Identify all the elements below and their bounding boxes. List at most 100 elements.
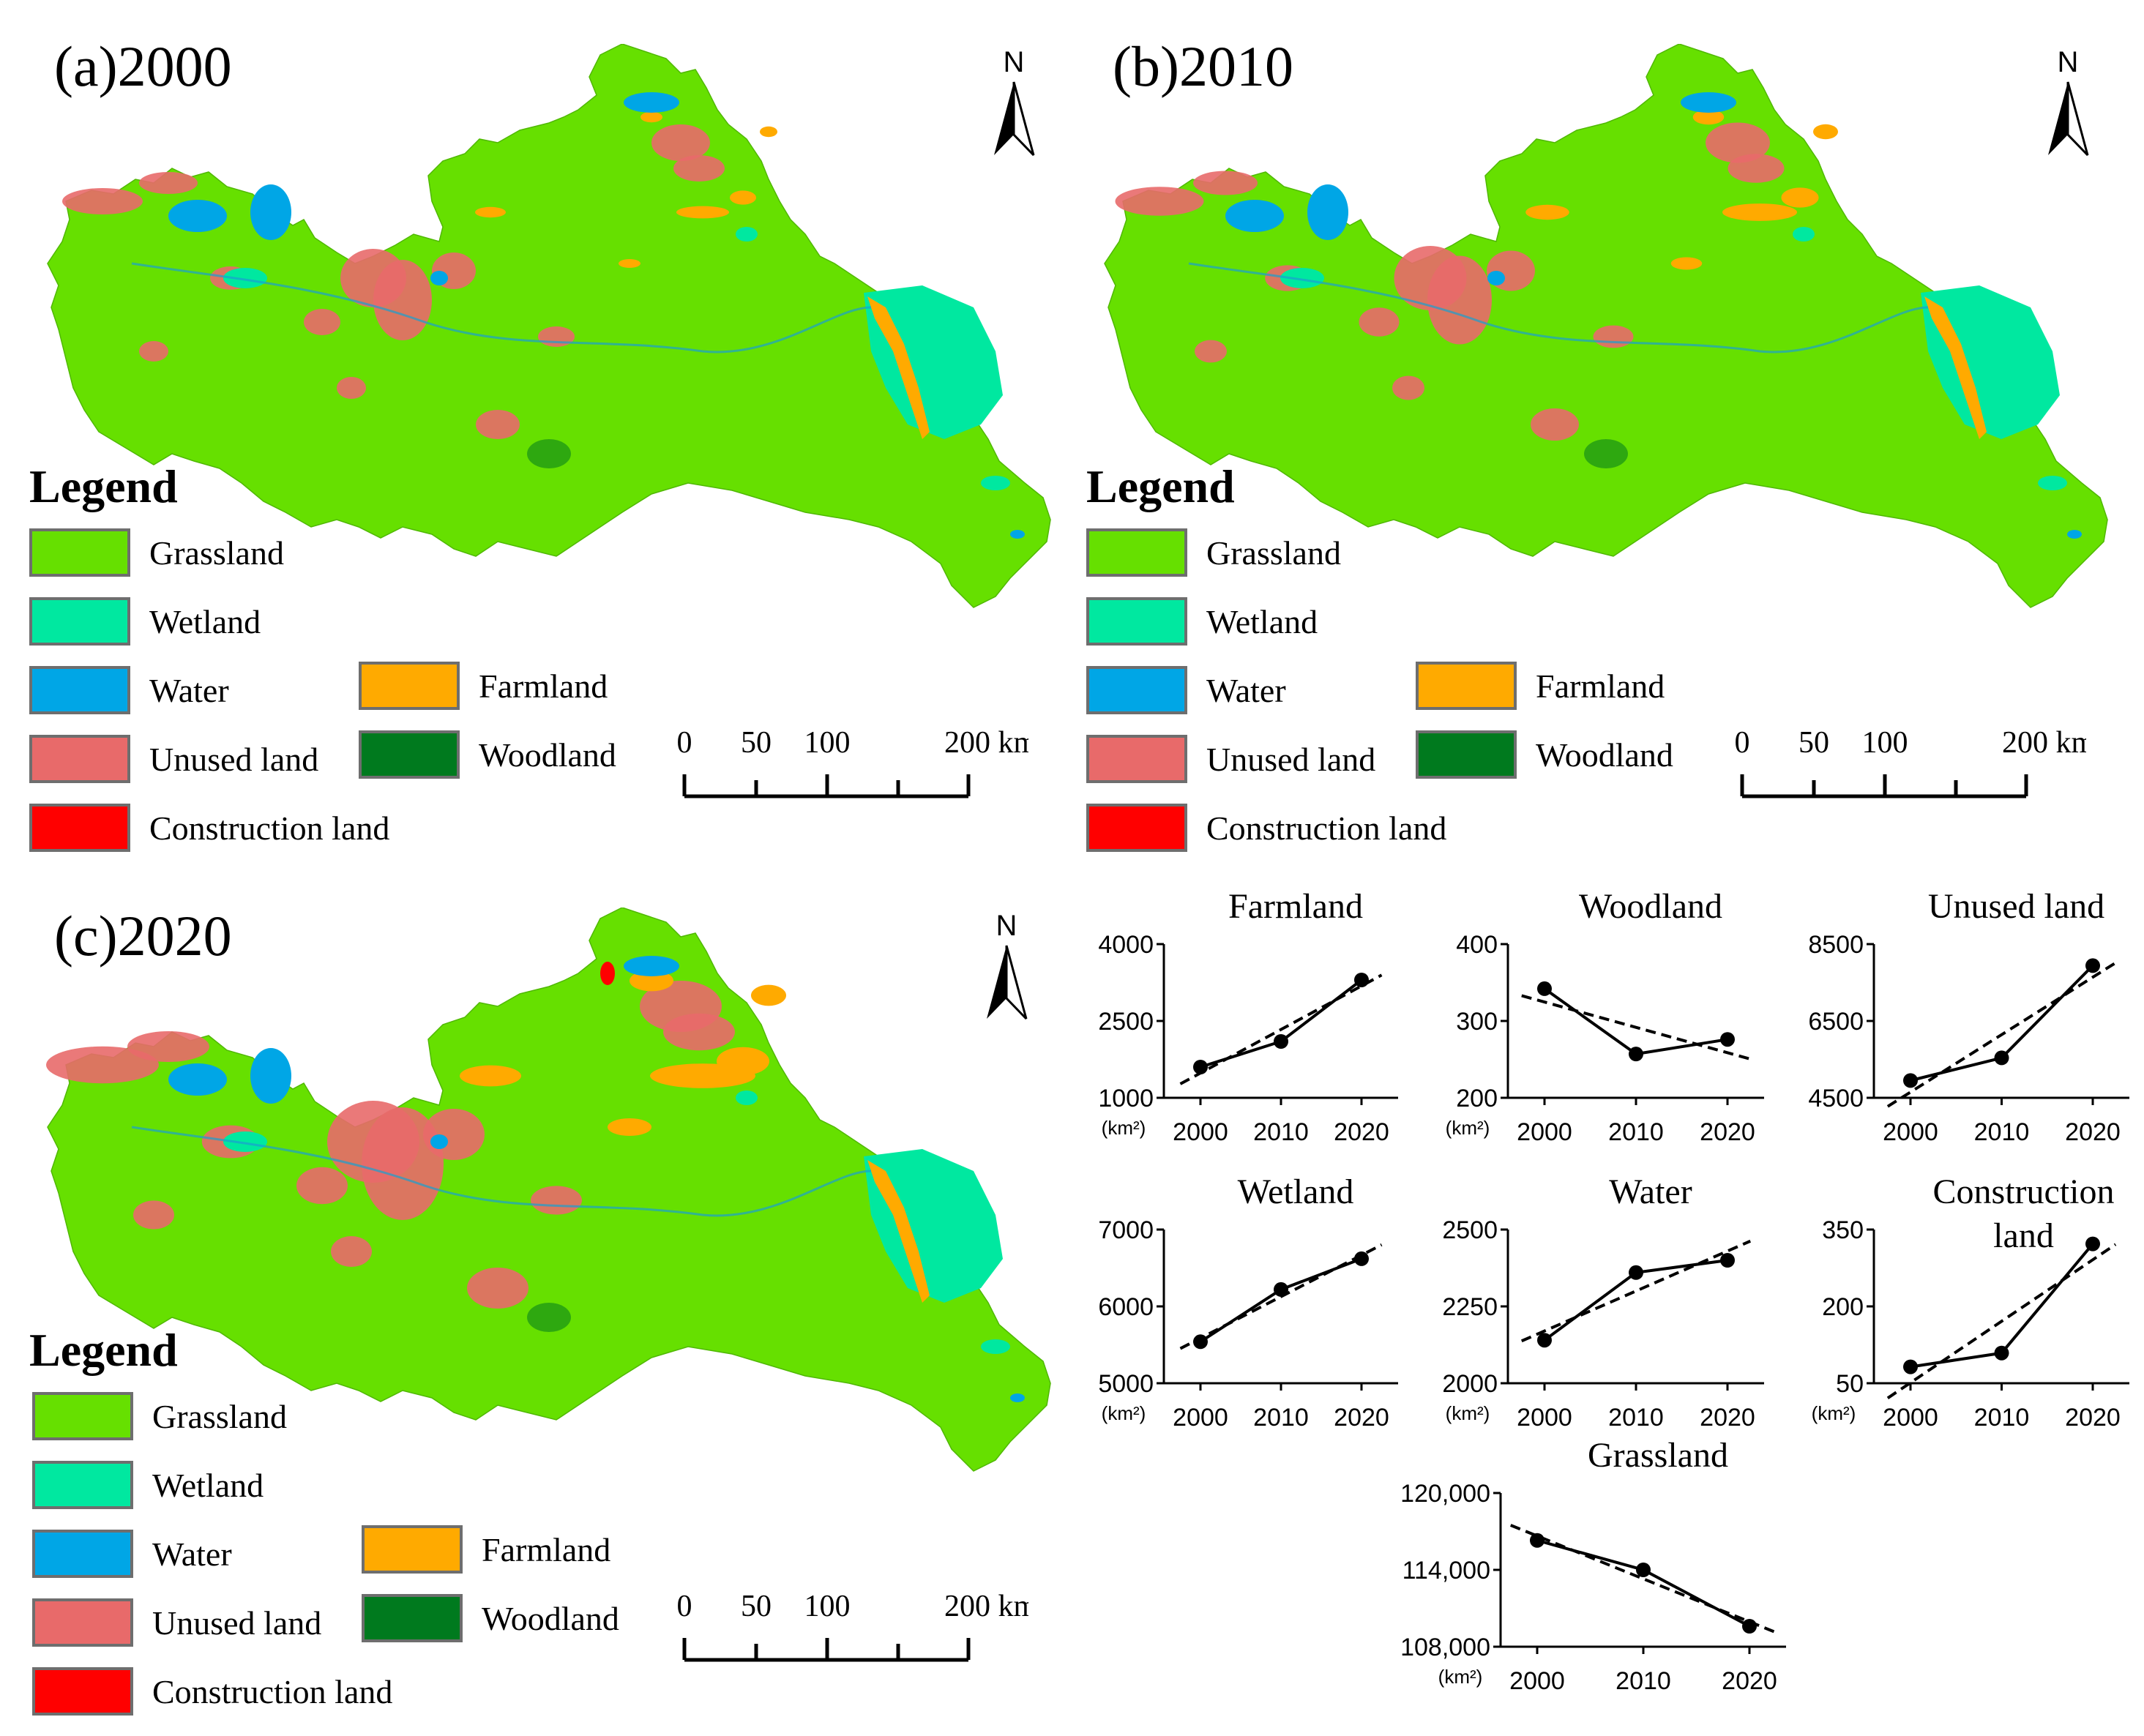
chart-title-line: land bbox=[1993, 1216, 2054, 1255]
unused-land-patch bbox=[423, 1109, 485, 1160]
y-tick-label: 8500 bbox=[1808, 931, 1864, 959]
chart-axes bbox=[1506, 944, 1764, 1099]
trend-line bbox=[1886, 1243, 2117, 1399]
legend-swatch-farmland bbox=[359, 662, 460, 710]
panel-c-title: (c)2020 bbox=[54, 904, 232, 968]
y-tick-label: 2500 bbox=[1098, 1008, 1154, 1036]
chart-title: Water bbox=[1609, 1172, 1692, 1211]
north-arrow-icon: N bbox=[987, 910, 1028, 1020]
farmland-strip bbox=[1924, 296, 1987, 439]
unused-land-patch bbox=[362, 1107, 444, 1220]
series-line bbox=[1199, 1257, 1362, 1343]
unused-land-patch bbox=[373, 260, 432, 340]
data-point bbox=[1629, 1265, 1643, 1280]
data-point bbox=[1537, 1333, 1552, 1348]
farmland-patch bbox=[1670, 257, 1703, 270]
farmland-patch bbox=[717, 1047, 769, 1076]
chart-construction-land: Construction land 50 200 350 (km²) 2000 2010 202… bbox=[1812, 1172, 2129, 1432]
trend-line bbox=[1179, 973, 1383, 1085]
x-tick-label: 2000 bbox=[1509, 1667, 1565, 1695]
x-tick-label: 2020 bbox=[2065, 1404, 2121, 1432]
x-tick-label: 2000 bbox=[1173, 1118, 1228, 1146]
legend-item-unused-land: Unused land bbox=[1086, 735, 1375, 783]
construction-land-patch bbox=[600, 962, 615, 985]
legend-item-grassland: Grassland bbox=[32, 1392, 287, 1440]
scalebar-line bbox=[682, 1638, 971, 1662]
y-tick-label: 400 bbox=[1456, 931, 1498, 959]
water-body bbox=[624, 956, 679, 976]
scalebar-line bbox=[1740, 774, 2028, 798]
scalebar-svg: 0 50 100 200 km bbox=[677, 726, 1038, 798]
legend-swatch-unused-land bbox=[29, 735, 130, 783]
farmland-patch bbox=[619, 259, 640, 268]
y-unit-label: (km²) bbox=[1438, 1666, 1483, 1688]
legend-label-wetland: Wetland bbox=[152, 1466, 264, 1504]
unused-land-patch bbox=[46, 1046, 159, 1084]
water-body bbox=[1225, 200, 1284, 232]
legend-item-woodland: Woodland bbox=[1416, 730, 1673, 779]
data-point bbox=[1903, 1359, 1918, 1374]
north-arrow-icon: N bbox=[2048, 46, 2089, 157]
x-tick-label: 2020 bbox=[1334, 1118, 1389, 1146]
wetland-patch bbox=[223, 268, 267, 288]
water-body bbox=[168, 1063, 227, 1096]
chart-title-line: Construction bbox=[1933, 1172, 2115, 1211]
water-body bbox=[1681, 92, 1736, 113]
grassland-area bbox=[47, 44, 1051, 608]
data-point bbox=[1274, 1034, 1288, 1049]
legend-swatch-construction-land bbox=[32, 1667, 133, 1716]
chart-water: Water 2000 2250 2500 (km²) 2000 2010 2020 bbox=[1442, 1172, 1764, 1432]
legend-title: Legend bbox=[29, 460, 178, 512]
legend-label-water: Water bbox=[149, 671, 229, 709]
legend-label-water: Water bbox=[1206, 671, 1286, 709]
farmland-patch bbox=[1813, 124, 1838, 140]
data-point bbox=[1720, 1032, 1735, 1047]
legend-item-construction-land: Construction land bbox=[29, 804, 389, 852]
legend-label-construction-land: Construction land bbox=[152, 1672, 393, 1710]
legend-title: Legend bbox=[1086, 460, 1235, 512]
x-tick-label: 2010 bbox=[1974, 1404, 2030, 1432]
data-point bbox=[1354, 1251, 1369, 1266]
river-line bbox=[1188, 262, 1929, 353]
x-tick-label: 2000 bbox=[1883, 1118, 1938, 1146]
legend-swatch-wetland bbox=[32, 1461, 133, 1509]
scalebar-label: 50 bbox=[741, 1590, 772, 1623]
trend-line bbox=[1510, 1524, 1777, 1634]
north-arrow-right bbox=[1012, 81, 1035, 157]
chart-unused-land: Unused land 4500 6500 8500 2000 2010 2020 bbox=[1808, 887, 2129, 1146]
farmland-patch bbox=[760, 126, 777, 138]
north-arrow-right bbox=[1005, 945, 1028, 1020]
farmland-patch bbox=[1722, 203, 1797, 221]
x-tick-label: 2010 bbox=[1253, 1404, 1309, 1432]
scalebar-line bbox=[682, 774, 971, 798]
scalebar-c: 0 50 100 200 km bbox=[677, 1587, 1038, 1675]
unused-land-patch bbox=[304, 309, 340, 335]
y-unit-label: (km²) bbox=[1812, 1402, 1856, 1424]
wetland-patch bbox=[736, 227, 758, 242]
water-body bbox=[250, 184, 291, 240]
legend-item-wetland: Wetland bbox=[32, 1461, 264, 1509]
data-point bbox=[1193, 1334, 1208, 1350]
north-arrow-b: N bbox=[2035, 45, 2101, 170]
scalebar-label: 50 bbox=[741, 726, 772, 760]
scalebar-label: 100 bbox=[1862, 726, 1908, 760]
panel-b-title: (b)2010 bbox=[1113, 34, 1293, 98]
north-arrow-left bbox=[994, 82, 1014, 155]
legend-item-construction-land: Construction land bbox=[1086, 804, 1446, 852]
farmland-patch bbox=[1781, 187, 1819, 208]
data-point bbox=[1629, 1047, 1643, 1062]
unused-land-patch bbox=[1706, 122, 1770, 163]
legend-item-grassland: Grassland bbox=[29, 528, 284, 577]
x-tick-label: 2000 bbox=[1517, 1118, 1572, 1146]
map-2010 bbox=[1104, 44, 2108, 608]
y-unit-label: (km²) bbox=[1102, 1117, 1146, 1139]
north-label: N bbox=[2058, 46, 2079, 78]
wetland-area bbox=[864, 285, 1003, 439]
water-body bbox=[1487, 271, 1505, 285]
y-tick-label: 108,000 bbox=[1400, 1634, 1490, 1661]
scalebar-label: 200 km bbox=[944, 726, 1028, 760]
legend-item-farmland: Farmland bbox=[362, 1525, 610, 1574]
chart-title: Construction land bbox=[1933, 1172, 2115, 1255]
legend-swatch-grassland bbox=[32, 1392, 133, 1440]
chart-title: Grassland bbox=[1588, 1436, 1728, 1475]
